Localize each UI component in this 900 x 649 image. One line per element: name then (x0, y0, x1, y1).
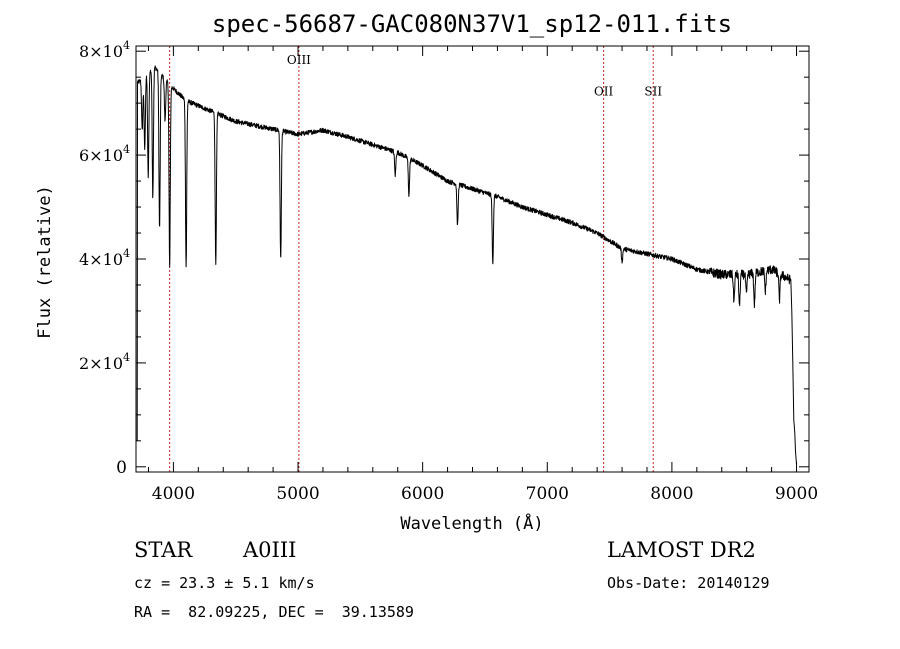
obs-date: Obs-Date: 20140129 (607, 574, 770, 592)
object-subclass: A0III (243, 538, 297, 562)
y-tick-label: 2×104 (79, 351, 130, 373)
object-type: STAR (134, 538, 193, 562)
x-tick-label: 5000 (276, 484, 319, 504)
y-tick-label: 8×104 (79, 39, 130, 61)
survey-name: LAMOST DR2 (607, 538, 756, 562)
x-axis-label: Wavelength (Å) (400, 512, 543, 534)
y-axis-label-group: Flux (relative) (35, 185, 55, 339)
redshift-cz: cz = 23.3 ± 5.1 km/s (134, 574, 315, 592)
x-tick-labels: 4000 5000 6000 7000 8000 9000 (152, 484, 818, 504)
y-axis-label: Flux (relative) (35, 185, 55, 339)
ra-dec: RA = 82.09225, DEC = 39.13589 (134, 603, 414, 621)
x-tick-label: 6000 (401, 484, 444, 504)
line-marker-label: OII (594, 84, 614, 98)
x-tick-label: 9000 (775, 484, 818, 504)
y-tick-labels: 0 2×104 4×104 6×104 8×104 (79, 39, 130, 478)
spectrum-line (136, 65, 797, 465)
y-tick-label: 4×104 (79, 247, 130, 269)
line-markers: OIII OII SII (169, 46, 662, 472)
axis-ticks (136, 46, 809, 472)
line-marker-label: OIII (287, 53, 311, 67)
x-tick-label: 8000 (650, 484, 693, 504)
y-tick-label: 6×104 (79, 143, 130, 165)
x-tick-label: 4000 (152, 484, 195, 504)
plot-frame (135, 45, 810, 473)
x-tick-label: 7000 (526, 484, 569, 504)
line-marker-label: SII (644, 84, 662, 98)
chart-title: spec-56687-GAC080N37V1_sp12-011.fits (212, 10, 732, 38)
y-tick-label: 0 (116, 458, 127, 478)
